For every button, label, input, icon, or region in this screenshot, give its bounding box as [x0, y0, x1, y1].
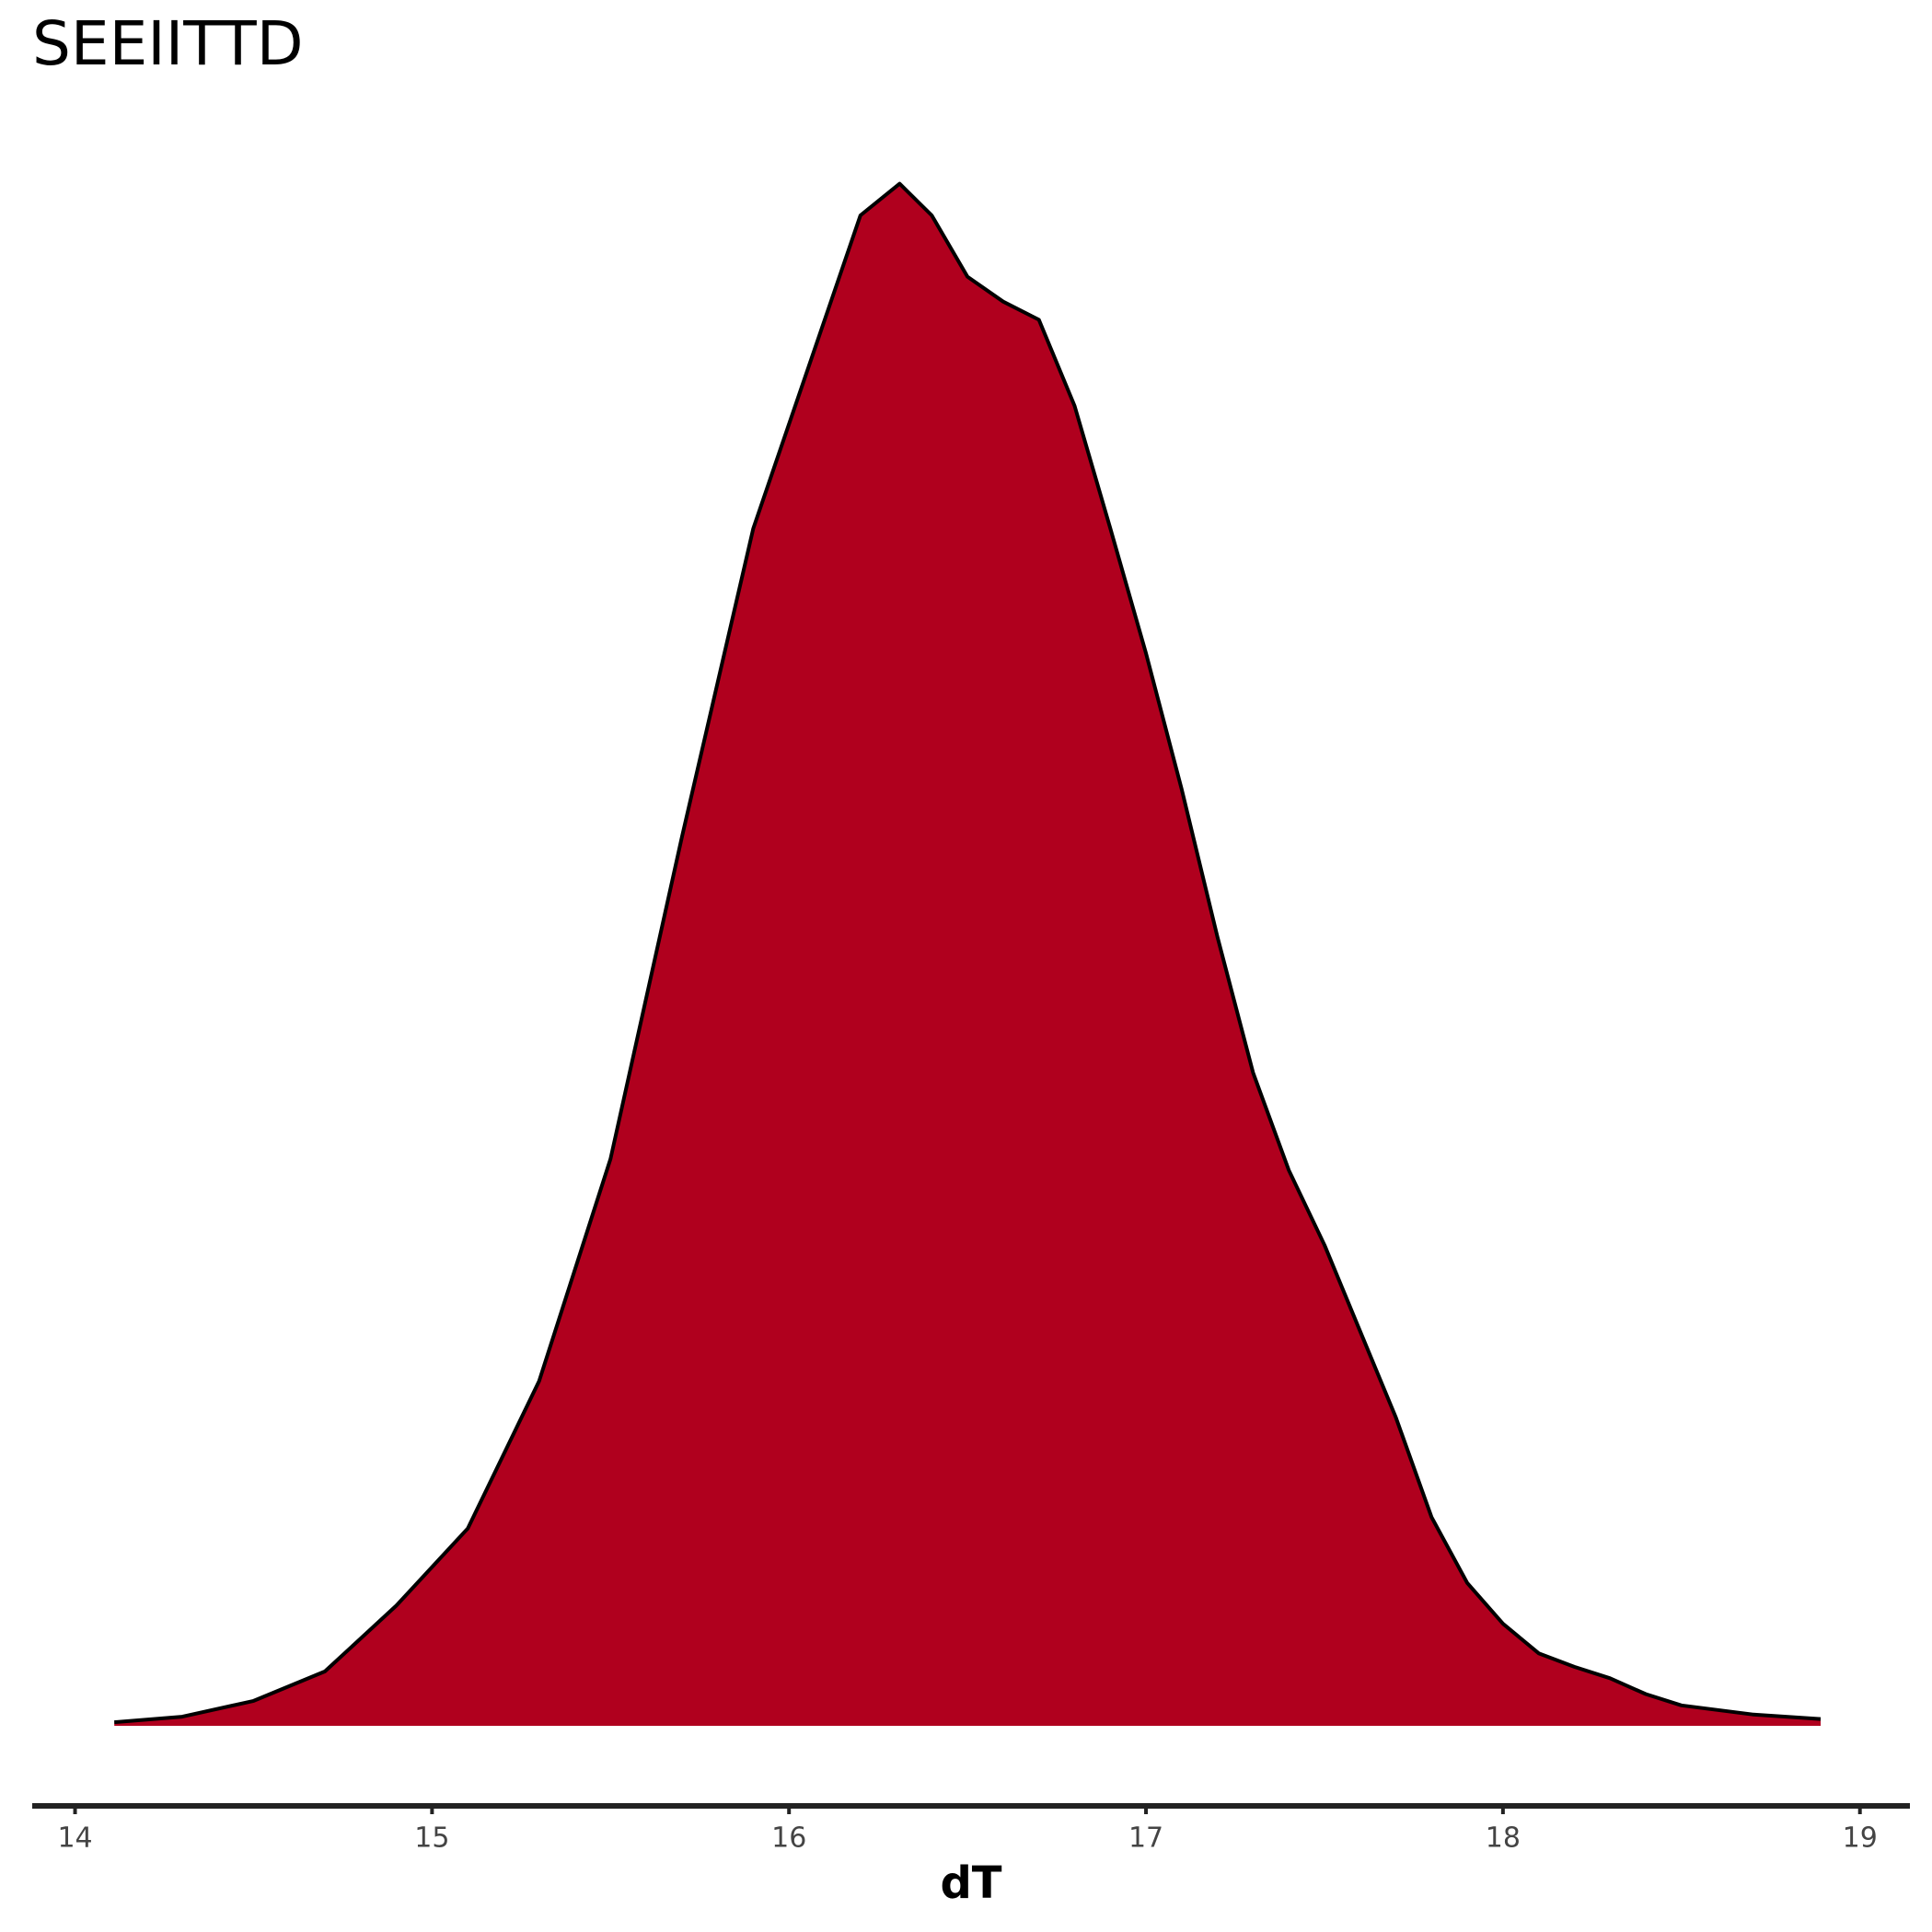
- x-tick-label: 18: [1486, 1822, 1521, 1855]
- x-axis-label: dT: [940, 1857, 1001, 1909]
- x-tick-label: 19: [1843, 1822, 1878, 1855]
- chart-title: SEEIITTD: [32, 8, 304, 79]
- x-tick-label: 16: [771, 1822, 806, 1855]
- density-line: [114, 181, 1822, 1725]
- x-tick-label: 15: [414, 1822, 449, 1855]
- density-area: [114, 183, 1822, 1727]
- x-tick-label: 14: [57, 1822, 92, 1855]
- x-tick-label: 17: [1128, 1822, 1163, 1855]
